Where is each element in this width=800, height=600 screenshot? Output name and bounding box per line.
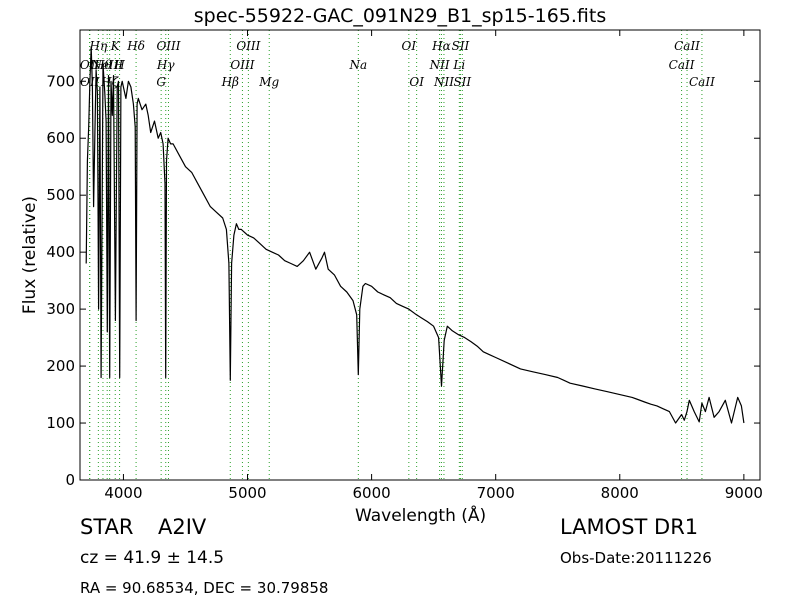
spectrum-line: [85, 46, 745, 424]
line-marker-label: Mg: [258, 75, 279, 89]
line-marker-label: OI: [409, 75, 424, 89]
object-class: STAR: [80, 515, 134, 539]
y-tick-label: 400: [46, 243, 75, 261]
x-axis-ticks: 4000 5000 6000 7000 8000 9000: [104, 30, 763, 502]
x-tick-label: 6000: [353, 484, 391, 502]
line-marker-label: K: [110, 39, 121, 53]
x-tick-label: 4000: [104, 484, 142, 502]
line-marker-label: NeIII: [90, 58, 123, 72]
y-axis-label: Flux (relative): [20, 195, 40, 315]
line-marker-label: OII: [80, 75, 100, 89]
coordinates: RA = 90.68534, DEC = 30.79858: [80, 579, 329, 597]
line-marker-label: SII: [452, 39, 470, 53]
line-marker-label: Hζ: [100, 75, 119, 89]
observation-date: Obs-Date:20111226: [560, 549, 712, 567]
y-tick-label: 600: [46, 129, 75, 147]
chart-title: spec-55922-GAC_091N29_B1_sp15-165.fits: [193, 5, 607, 27]
line-marker-label: OII: [80, 58, 100, 72]
survey-name: LAMOST DR1: [560, 515, 699, 539]
line-marker-label: Hγ: [156, 58, 175, 72]
line-marker-label: Na: [349, 58, 368, 72]
line-marker-label: NII: [433, 75, 454, 89]
x-tick-label: 9000: [725, 484, 763, 502]
line-marker-label: H: [113, 58, 125, 72]
line-marker-label: Hβ: [221, 75, 239, 89]
y-tick-label: 500: [46, 186, 75, 204]
y-tick-label: 0: [65, 471, 75, 489]
line-marker-label: CaII: [689, 75, 715, 89]
line-marker-label: Li: [452, 58, 465, 72]
series-layer: [85, 46, 745, 424]
y-tick-label: 200: [46, 357, 75, 375]
line-marker-label: OIII: [236, 39, 260, 53]
y-tick-label: 100: [46, 414, 75, 432]
line-marker-label: G: [156, 75, 166, 89]
line-marker-label: Hδ: [126, 39, 145, 53]
line-marker-label: SII: [453, 75, 471, 89]
line-marker-label: Hη: [89, 39, 108, 53]
line-marker-label: Hθ: [93, 58, 112, 72]
y-axis-ticks: 0 100 200 300 400 500 600 700: [46, 72, 760, 489]
line-marker-label: OIII: [230, 58, 254, 72]
line-marker-label: OI: [402, 39, 417, 53]
plot-frame: [79, 29, 761, 481]
x-tick-label: 7000: [477, 484, 515, 502]
x-tick-label: 8000: [601, 484, 639, 502]
redshift-cz: cz = 41.9 ± 14.5: [80, 548, 225, 568]
object-subclass: A2IV: [158, 515, 207, 539]
line-marker-label: CaII: [674, 39, 700, 53]
line-marker-label: NII: [429, 58, 450, 72]
x-axis-label: Wavelength (Å): [355, 506, 487, 526]
line-marker-label: Hα: [431, 39, 451, 53]
line-markers: [89, 30, 703, 480]
y-tick-label: 300: [46, 300, 75, 318]
line-marker-label: CaII: [669, 58, 695, 72]
line-marker-label: OIII: [156, 39, 180, 53]
y-tick-label: 700: [46, 72, 75, 90]
x-tick-label: 5000: [228, 484, 266, 502]
